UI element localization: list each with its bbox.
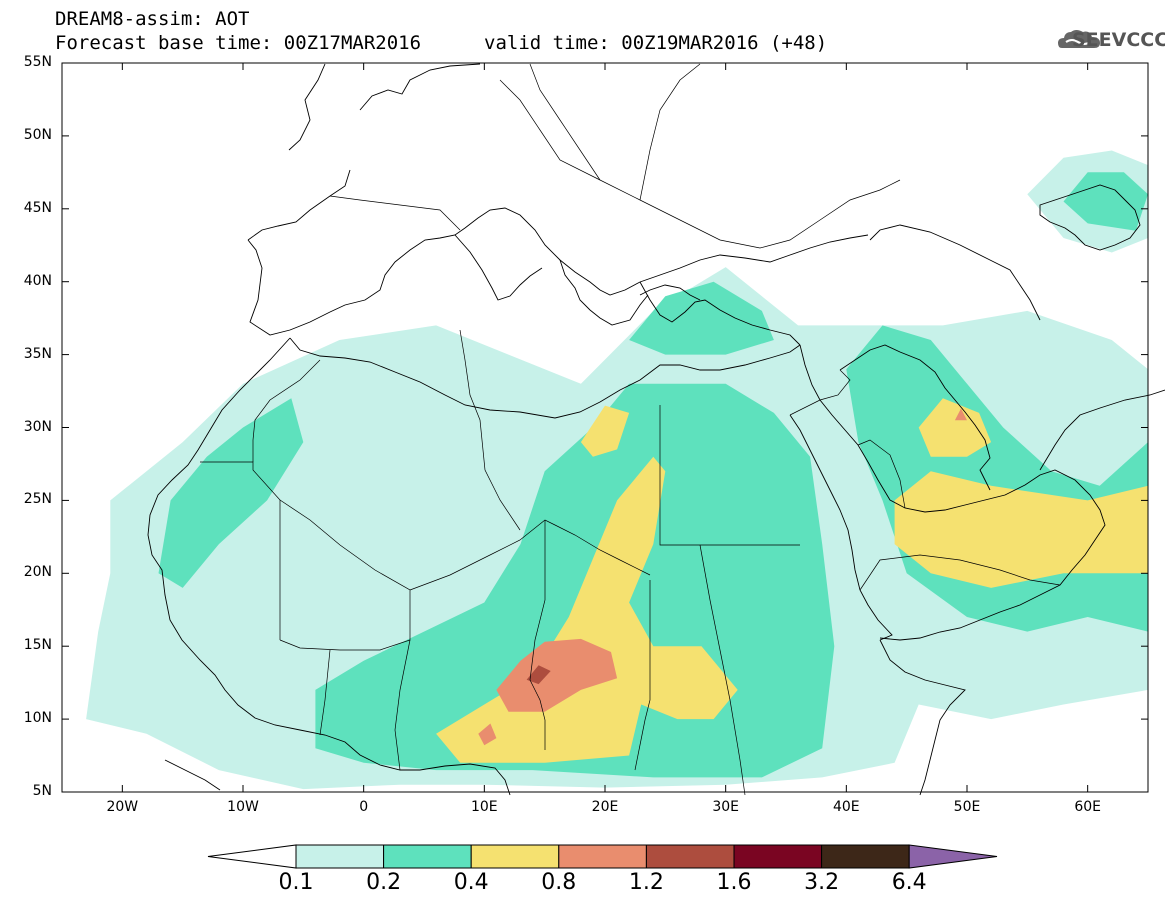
lat-tick-label: 25N (23, 491, 52, 508)
colorbar-swatch (908, 844, 998, 869)
colorbar-tick-label: 0.1 (278, 870, 314, 895)
aot-region-level-2 (894, 471, 1148, 588)
colorbar-tick-label: 0.4 (453, 870, 489, 895)
country-borders (200, 63, 1061, 796)
aot-region-level-3 (954, 408, 967, 421)
lon-tick-label: 60E (1074, 799, 1101, 815)
aot-region-level-1 (158, 398, 304, 588)
colorbar-swatch (470, 844, 560, 869)
colorbar-swatch (733, 844, 823, 869)
aot-region-level-1 (629, 281, 774, 355)
lat-tick-label: 50N (23, 126, 52, 143)
colorbar-tick-label: 3.2 (804, 870, 840, 895)
lat-tick-label: 30N (23, 418, 52, 435)
lat-tick-label: 55N (23, 54, 52, 70)
axis-ticks (62, 62, 1148, 793)
valid-time: valid time: 00Z19MAR2016 (+48) (484, 32, 828, 54)
lon-tick-label: 20E (591, 799, 619, 815)
lat-tick-label: 20N (23, 564, 52, 581)
colorbar-tick-label: 1.6 (716, 870, 752, 895)
colorbar-tick-label: 0.2 (366, 870, 402, 895)
lon-tick-label: 40E (832, 799, 860, 815)
forecast-base-time: Forecast base time: 00Z17MAR2016 (55, 32, 422, 54)
aot-region-level-2 (580, 405, 630, 457)
colorbar-tick-label: 6.4 (891, 870, 927, 895)
aot-fill-layer (86, 150, 1149, 790)
aot-region-level-4 (526, 665, 551, 685)
coastlines (147, 63, 1165, 796)
lat-tick-label: 40N (23, 272, 52, 289)
colorbar-tick-label: 0.8 (541, 870, 577, 895)
lon-tick-label: 10W (227, 799, 259, 815)
map-title: DREAM8-assim: AOT (55, 8, 250, 30)
colorbar-swatch (295, 844, 385, 869)
colorbar-swatch (645, 844, 735, 869)
cloud-icon (1058, 30, 1100, 48)
aot-region-level-1 (1063, 172, 1148, 231)
lat-tick-label: 10N (23, 710, 52, 727)
lon-tick-label: 0 (359, 799, 369, 815)
lon-tick-label: 20W (106, 799, 139, 815)
lat-tick-label: 5N (32, 783, 52, 799)
aot-region-level-2 (436, 456, 738, 763)
lat-tick-label: 15N (23, 637, 52, 654)
lon-tick-label: 30E (712, 799, 739, 815)
aot-region-level-2 (918, 398, 992, 457)
logo-text: SEEVCCC (1072, 29, 1165, 51)
colorbar-tick-label: 1.2 (628, 870, 664, 895)
lat-tick-label: 35N (23, 345, 52, 362)
lat-tick-label: 45N (23, 199, 52, 216)
lon-tick-label: 10E (470, 799, 498, 815)
colorbar (207, 844, 998, 869)
aot-region-level-3 (496, 638, 618, 712)
colorbar-swatch (383, 844, 472, 869)
lon-tick-label: 50E (953, 799, 981, 815)
colorbar-swatch (821, 844, 910, 869)
colorbar-swatch (207, 844, 297, 869)
colorbar-swatch (558, 844, 647, 869)
aot-region-level-3 (478, 723, 497, 746)
